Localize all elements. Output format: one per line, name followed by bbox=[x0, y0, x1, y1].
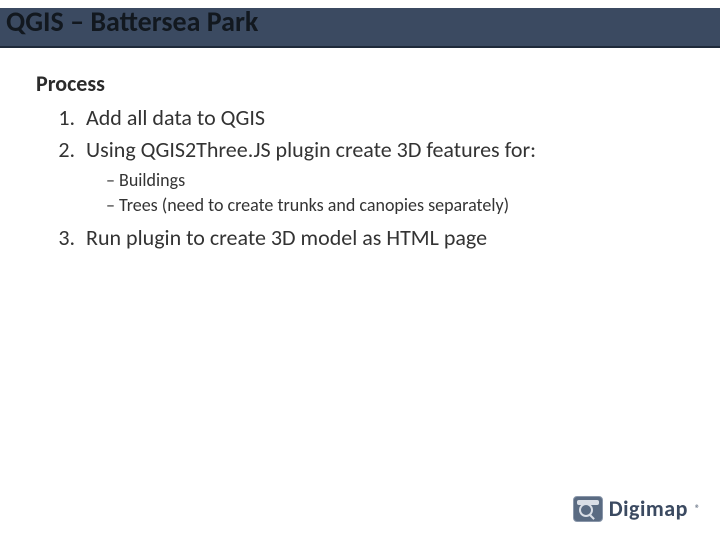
list-item: Add all data to QGIS bbox=[80, 103, 696, 133]
slide-title: QGIS – Battersea Park bbox=[0, 0, 720, 39]
slide-header: QGIS – Battersea Park bbox=[0, 0, 720, 48]
registered-mark: ® bbox=[695, 502, 700, 515]
sub-list-item: Buildings bbox=[106, 168, 696, 192]
logo-text: Digimap bbox=[609, 495, 688, 522]
list-item: Using QGIS2Three.JS plugin create 3D fea… bbox=[80, 135, 696, 217]
list-item-text: Add all data to QGIS bbox=[86, 104, 265, 131]
process-heading: Process bbox=[36, 70, 696, 97]
digimap-logo: Digimap ® bbox=[573, 495, 700, 522]
list-item: Run plugin to create 3D model as HTML pa… bbox=[80, 223, 696, 253]
list-item-text: Using QGIS2Three.JS plugin create 3D fea… bbox=[86, 136, 536, 163]
sub-list-item: Trees (need to create trunks and canopie… bbox=[106, 193, 696, 217]
list-item-text: Run plugin to create 3D model as HTML pa… bbox=[86, 224, 487, 251]
magnifier-handle-icon bbox=[589, 514, 595, 520]
digimap-icon bbox=[573, 496, 603, 522]
process-list: Add all data to QGIS Using QGIS2Three.JS… bbox=[36, 103, 696, 253]
sub-list: Buildings Trees (need to create trunks a… bbox=[86, 168, 696, 217]
slide-body: Process Add all data to QGIS Using QGIS2… bbox=[36, 70, 696, 255]
